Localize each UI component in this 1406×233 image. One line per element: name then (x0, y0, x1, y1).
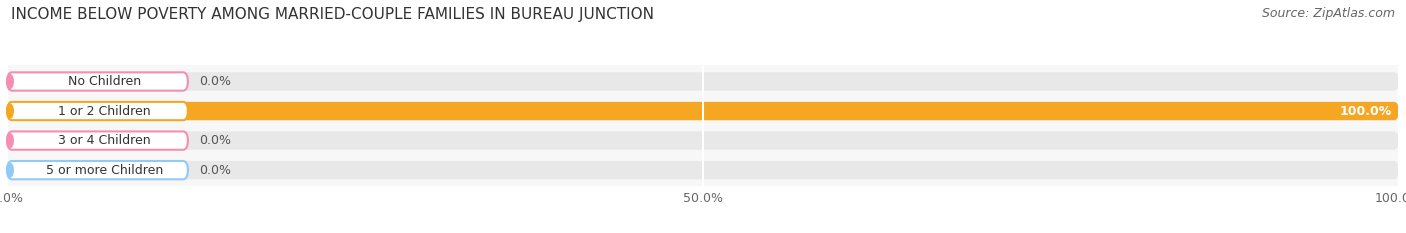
Circle shape (7, 104, 13, 118)
FancyBboxPatch shape (7, 102, 1399, 120)
FancyBboxPatch shape (7, 131, 1399, 150)
Circle shape (7, 134, 13, 147)
Text: 5 or more Children: 5 or more Children (46, 164, 163, 177)
Text: Source: ZipAtlas.com: Source: ZipAtlas.com (1261, 7, 1395, 20)
FancyBboxPatch shape (7, 161, 188, 179)
FancyBboxPatch shape (7, 161, 1399, 179)
FancyBboxPatch shape (7, 72, 1399, 91)
Circle shape (7, 163, 13, 177)
Circle shape (7, 75, 13, 89)
Text: 100.0%: 100.0% (1340, 105, 1392, 117)
FancyBboxPatch shape (7, 72, 188, 91)
Text: No Children: No Children (67, 75, 141, 88)
FancyBboxPatch shape (7, 102, 188, 120)
Text: 0.0%: 0.0% (200, 134, 231, 147)
Text: 3 or 4 Children: 3 or 4 Children (58, 134, 150, 147)
Text: 0.0%: 0.0% (200, 75, 231, 88)
Text: 0.0%: 0.0% (200, 164, 231, 177)
Text: 1 or 2 Children: 1 or 2 Children (58, 105, 150, 117)
FancyBboxPatch shape (7, 102, 1399, 120)
Text: INCOME BELOW POVERTY AMONG MARRIED-COUPLE FAMILIES IN BUREAU JUNCTION: INCOME BELOW POVERTY AMONG MARRIED-COUPL… (11, 7, 654, 22)
FancyBboxPatch shape (7, 131, 188, 150)
